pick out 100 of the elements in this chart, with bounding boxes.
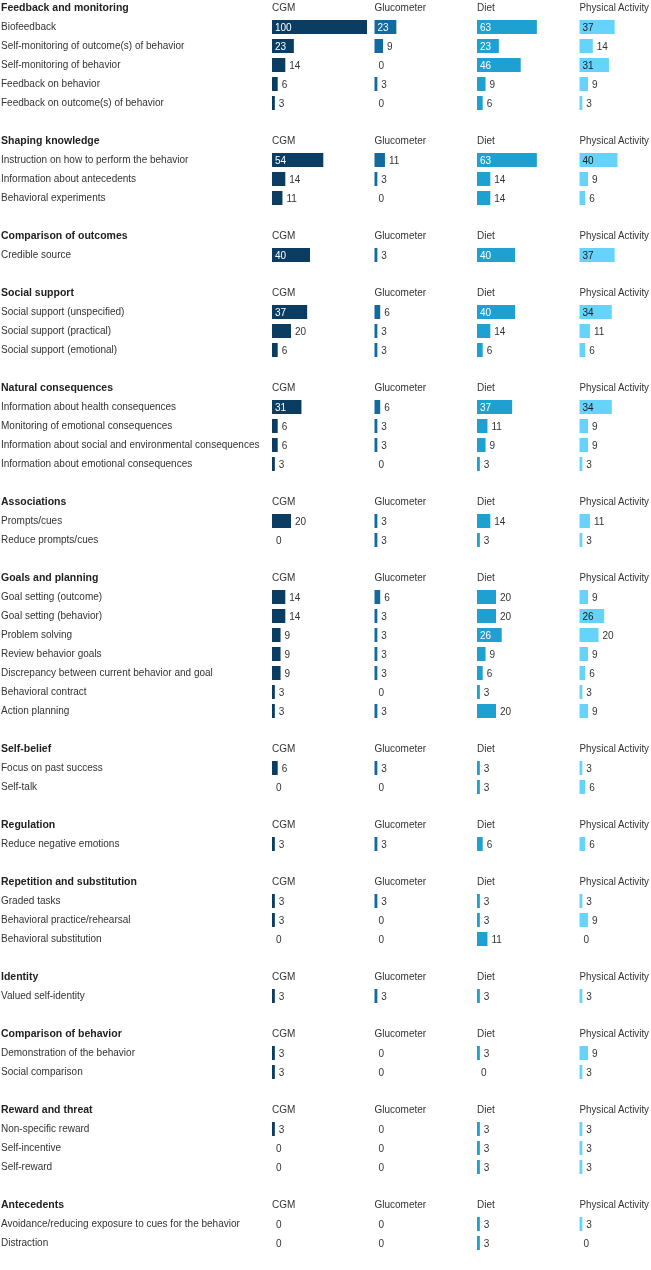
data-label: 0 [583, 933, 590, 945]
data-label: 37 [275, 306, 287, 318]
bar [477, 590, 496, 604]
data-label: 6 [589, 838, 596, 850]
text: Glucometer [374, 135, 427, 146]
data-label: 3 [586, 686, 593, 698]
data-label: 6 [384, 401, 391, 413]
data-label: 37 [582, 249, 595, 261]
text: CGM [272, 876, 296, 887]
data-label: 9 [592, 914, 599, 926]
bar [477, 191, 491, 205]
data-label: 3 [381, 420, 388, 432]
data-label: 3 [278, 458, 285, 470]
bar [272, 96, 275, 110]
y-tick-label: Biofeedback [1, 21, 58, 32]
text: Glucometer [374, 287, 427, 298]
bar [272, 989, 275, 1003]
bar [477, 419, 488, 433]
bar [477, 58, 521, 72]
y-tick-label: Problem solving [1, 629, 73, 640]
data-label: 3 [381, 629, 388, 641]
text: Diet [477, 572, 495, 583]
data-label: 6 [384, 591, 391, 603]
data-label: 3 [381, 344, 388, 356]
text: CGM [272, 1104, 296, 1115]
data-label: 20 [500, 705, 512, 717]
data-label: 3 [278, 990, 285, 1002]
data-label: 63 [480, 154, 492, 166]
text: Diet [477, 230, 495, 241]
bar [374, 153, 385, 167]
text: CGM [272, 971, 296, 982]
data-label: 34 [582, 401, 595, 413]
data-label: 34 [582, 306, 595, 318]
text: CGM [272, 572, 296, 583]
data-label: 14 [494, 515, 506, 527]
y-tick-label: Social comparison [1, 1066, 83, 1077]
data-label: 9 [284, 629, 291, 641]
data-label: 9 [592, 420, 599, 432]
bar [579, 913, 589, 927]
text: Glucometer [374, 971, 427, 982]
data-label: 3 [381, 610, 388, 622]
text: CGM [272, 382, 296, 393]
y-tick-label: Focus on past success [1, 762, 103, 773]
bar [477, 77, 486, 91]
data-label: 6 [486, 344, 493, 356]
data-label: 40 [275, 249, 287, 261]
bar [272, 324, 291, 338]
bar [579, 647, 589, 661]
bar [272, 685, 275, 699]
bar [374, 39, 384, 53]
text: Physical Activity [579, 1199, 651, 1210]
y-tick-label: Prompts/cues [1, 515, 63, 526]
text: Diet [477, 496, 495, 507]
data-label: 37 [582, 21, 595, 33]
bar [477, 514, 491, 528]
y-tick-label: Repetition and substitution [1, 875, 137, 887]
y-tick-label: Goal setting (behavior) [1, 610, 103, 621]
text: Physical Activity [579, 572, 651, 583]
data-label: 3 [278, 914, 285, 926]
bar [477, 1160, 480, 1174]
text: Physical Activity [579, 496, 651, 507]
data-label: 54 [275, 154, 287, 166]
bar [477, 609, 496, 623]
text: Glucometer [374, 382, 427, 393]
bar [477, 932, 488, 946]
data-label: 3 [483, 686, 490, 698]
data-label: 3 [278, 97, 285, 109]
data-label: 0 [378, 686, 385, 698]
bar [477, 96, 483, 110]
data-label: 3 [381, 325, 388, 337]
data-label: 26 [480, 629, 492, 641]
bar [477, 533, 480, 547]
text: Diet [477, 1199, 495, 1210]
bar [477, 1141, 480, 1155]
data-label: 0 [378, 1161, 385, 1173]
bar [272, 172, 286, 186]
text: CGM [272, 135, 296, 146]
y-tick-label: Avoidance/reducing exposure to cues for the behavior [1, 1218, 241, 1229]
bar [272, 609, 286, 623]
bar [579, 39, 593, 53]
data-label: 14 [289, 610, 301, 622]
data-label: 6 [486, 838, 493, 850]
data-label: 9 [387, 40, 394, 52]
data-label: 9 [592, 439, 599, 451]
data-label: 6 [281, 439, 288, 451]
data-label: 14 [494, 173, 506, 185]
data-label: 40 [582, 154, 595, 166]
bar [272, 666, 281, 680]
bar [272, 191, 283, 205]
bar [272, 590, 286, 604]
y-tick-label: Graded tasks [1, 895, 61, 906]
text: CGM [272, 743, 296, 754]
data-label: 3 [483, 1142, 490, 1154]
data-label: 6 [589, 781, 596, 793]
y-tick-label: Goals and planning [1, 571, 99, 583]
data-label: 3 [381, 990, 388, 1002]
text: CGM [272, 1199, 296, 1210]
text: Diet [477, 135, 495, 146]
text: Physical Activity [579, 1028, 651, 1039]
data-label: 3 [381, 705, 388, 717]
